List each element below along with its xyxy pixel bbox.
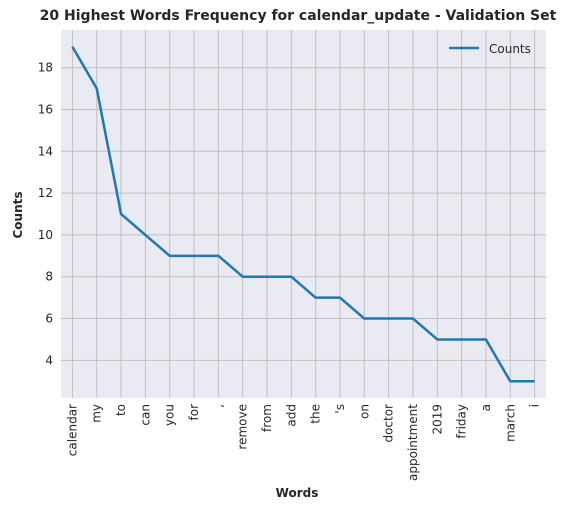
x-tick-label: a [479, 404, 493, 411]
x-tick-label: march [503, 404, 517, 442]
x-tick-label: the [309, 404, 323, 424]
y-axis-label: Counts [11, 191, 25, 238]
y-tick-label: 14 [38, 144, 53, 158]
x-tick-label: on [357, 404, 371, 419]
x-tick-label: appointment [406, 404, 420, 481]
y-tick-label: 12 [38, 186, 53, 200]
x-tick-label: can [138, 404, 152, 426]
x-tick-label: 's [333, 404, 347, 414]
x-tick-label: i [528, 404, 542, 407]
x-tick-label: from [260, 404, 274, 432]
y-tick-label: 18 [38, 61, 53, 75]
x-tick-label: doctor [382, 404, 396, 443]
x-tick-label: add [284, 404, 298, 427]
series-line-counts [71, 46, 535, 383]
x-tick-label: to [114, 404, 128, 416]
y-tick-label: 4 [45, 353, 53, 367]
x-tick-labels: calendar my to can you for, remove from add the 's… [65, 404, 541, 481]
x-tick-label: calendar [65, 404, 79, 456]
x-tick-label: 2019 [430, 404, 444, 435]
y-tick-label: 10 [38, 228, 53, 242]
y-tick-label: 16 [38, 102, 53, 116]
y-gridlines [61, 67, 546, 361]
plot-area [61, 30, 546, 398]
y-tick-label: 8 [45, 270, 53, 284]
chart-title: 20 Highest Words Frequency for calendar_… [40, 8, 557, 24]
y-tick-label: 6 [45, 312, 53, 326]
series-group [71, 46, 535, 383]
x-tick-label: you [163, 404, 177, 426]
legend-label-counts: Counts [489, 42, 531, 56]
x-tick-label: my [90, 404, 104, 423]
x-tick-label: , [211, 404, 225, 408]
x-tick-label: for [187, 404, 201, 421]
legend: Counts [449, 42, 531, 56]
x-tick-label: friday [455, 404, 469, 439]
y-tick-labels: 4 6 8 10 12 14 16 18 [38, 61, 53, 368]
x-axis-label: Words [276, 486, 319, 500]
x-tick-label: remove [236, 404, 250, 450]
